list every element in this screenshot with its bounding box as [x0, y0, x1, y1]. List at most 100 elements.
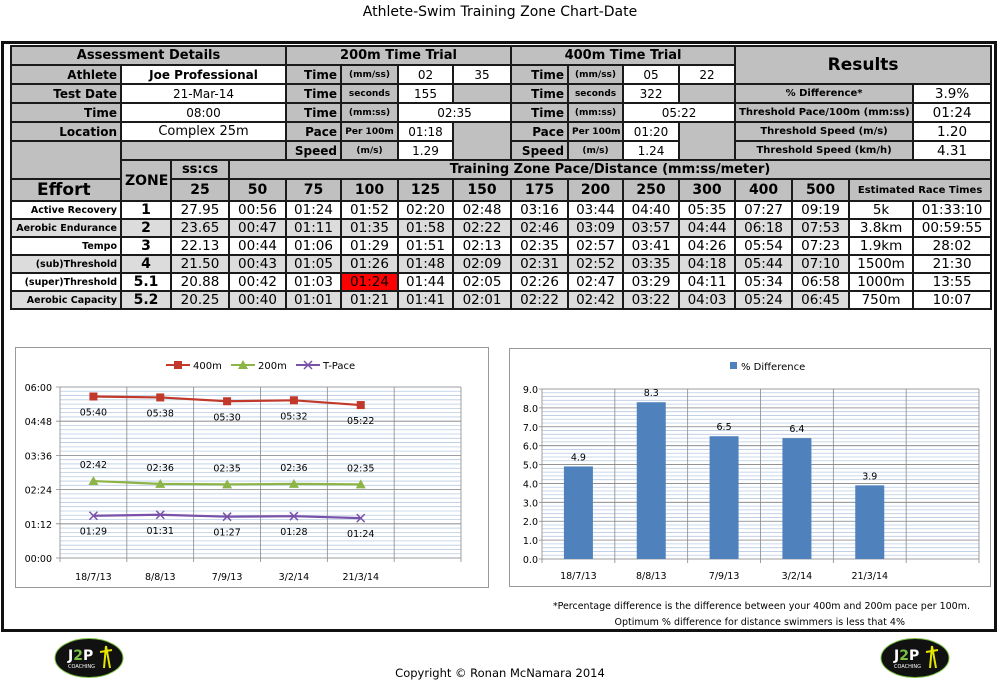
data-label: 02:36	[280, 463, 307, 474]
distance-header: 150	[451, 178, 513, 202]
t200-pace-label: Pace	[285, 121, 342, 142]
results-header: Results	[734, 45, 993, 85]
zone-row: Aerobic Capacity 5.2 20.25 00:40 01:01 01:21 0…	[10, 290, 993, 310]
zone-pace-cell: 04:11	[678, 272, 737, 292]
race-distance: 1500m	[848, 254, 915, 274]
zone-pace-cell: 21.50	[170, 254, 230, 274]
zone-pace-cell: 03:09	[567, 218, 625, 238]
y-tick-label: 2.0	[523, 517, 538, 528]
x-tick-label: 3/2/14	[279, 572, 310, 583]
x-tick-label: 21/3/14	[851, 571, 888, 582]
t200-seconds-part[interactable]: 35	[451, 64, 513, 85]
distance-header: 250	[622, 178, 681, 202]
zone-pace-cell: 02:46	[510, 218, 570, 238]
t400-pace: 01:20	[622, 121, 681, 142]
zone-pace-cell: 00:44	[228, 236, 287, 256]
zone-row: (super)Threshold 5.1 20.88 00:42 01:03 01:24 0…	[10, 272, 993, 292]
y-tick-label: 03:36	[25, 451, 52, 462]
zone-pace-cell: 01:24	[340, 272, 399, 292]
svg-text:J2P: J2P	[893, 648, 919, 664]
race-time: 28:02	[912, 236, 993, 256]
t200-minutes[interactable]: 02	[397, 64, 454, 85]
zone-pace-cell: 01:41	[397, 290, 454, 310]
effort-label: Active Recovery	[10, 200, 122, 220]
legend-swatch	[730, 362, 737, 369]
pace-distance-header: Training Zone Pace/Distance (mm:ss/meter…	[227, 159, 993, 180]
zone-header: ZONE	[120, 159, 172, 202]
y-tick-label: 00:00	[25, 554, 52, 565]
effort-header: Effort	[10, 178, 122, 202]
zone-pace-cell: 02:20	[397, 200, 454, 220]
zone-pace-cell: 03:16	[510, 200, 570, 220]
zone-pace-cell: 05:35	[678, 200, 737, 220]
distance-header: 50	[228, 178, 287, 202]
t200-unit: seconds	[340, 83, 399, 104]
zone-row: (sub)Threshold 4 21.50 00:43 01:05 01:26 01:48…	[10, 254, 993, 274]
race-time: 00:59:55	[912, 218, 993, 238]
x-marker	[222, 512, 232, 522]
t400-unit: (m/s)	[567, 140, 625, 161]
zone-pace-cell: 02:22	[451, 218, 513, 238]
zone-pace-cell: 20.88	[170, 272, 230, 292]
data-label: 05:38	[147, 408, 174, 419]
triangle-marker	[288, 478, 299, 488]
zone-number: 1	[120, 200, 172, 220]
zone-number: 5.2	[120, 290, 172, 310]
race-time: 21:30	[912, 254, 993, 274]
effort-label: (sub)Threshold	[10, 254, 122, 274]
legend-label: 200m	[258, 361, 287, 372]
trial400-header: 400m Time Trial	[510, 45, 737, 66]
square-marker	[223, 397, 232, 406]
bar	[782, 438, 812, 559]
zone-pace-cell: 02:01	[451, 290, 513, 310]
bar	[563, 466, 593, 559]
empty-cell	[120, 140, 287, 161]
zone-pace-cell: 01:52	[340, 200, 399, 220]
location-value[interactable]: Complex 25m	[120, 121, 287, 142]
test-date-label: Test Date	[10, 83, 122, 104]
zone-pace-cell: 05:44	[734, 254, 794, 274]
distance-header: 500	[791, 178, 851, 202]
race-distance: 3.8km	[848, 218, 915, 238]
distance-header: 200	[567, 178, 625, 202]
zone-row: Tempo 3 22.13 00:44 01:06 01:29 01:51 02:13 02:3…	[10, 236, 993, 256]
y-tick-label: 01:12	[25, 520, 52, 531]
athlete-value[interactable]: Joe Professional	[120, 64, 287, 85]
race-time: 01:33:10	[912, 200, 993, 220]
x-marker	[155, 510, 165, 520]
training-zone-table: Assessment Details 200m Time Trial 400m …	[10, 45, 993, 310]
x-marker	[88, 511, 98, 521]
svg-text:COACHING: COACHING	[894, 664, 921, 670]
zone-pace-cell: 00:56	[228, 200, 287, 220]
zone-number: 5.1	[120, 272, 172, 292]
t400-time-label: Time	[510, 102, 570, 123]
zone-pace-cell: 07:10	[791, 254, 851, 274]
x-marker	[303, 360, 313, 370]
time-value[interactable]: 08:00	[120, 102, 287, 123]
race-time: 13:55	[912, 272, 993, 292]
t200-unit: (mm:ss)	[340, 102, 399, 123]
zone-number: 4	[120, 254, 172, 274]
zone-pace-cell: 02:48	[451, 200, 513, 220]
distance-header: 175	[510, 178, 570, 202]
zone-pace-cell: 04:18	[678, 254, 737, 274]
legend-label: 400m	[193, 361, 222, 372]
t400-unit: (mm:ss)	[567, 102, 625, 123]
result-label: Threshold Speed (m/s)	[734, 121, 915, 142]
zone-pace-cell: 20.25	[170, 290, 230, 310]
t400-minutes[interactable]: 05	[622, 64, 681, 85]
x-tick-label: 7/9/13	[709, 571, 740, 582]
effort-label: Tempo	[10, 236, 122, 256]
effort-label: Aerobic Capacity	[10, 290, 122, 310]
t400-speed: 1.24	[622, 140, 681, 161]
zone-row: Active Recovery 1 27.95 00:56 01:24 01:52 02:2…	[10, 200, 993, 220]
test-date-value[interactable]: 21-Mar-14	[120, 83, 287, 104]
zone-pace-cell: 01:03	[285, 272, 342, 292]
t400-seconds-part[interactable]: 22	[678, 64, 737, 85]
footnote-percentage: *Percentage difference is the difference…	[552, 601, 970, 612]
zone-pace-cell: 07:23	[791, 236, 851, 256]
distance-header: 25	[170, 178, 230, 202]
zone-pace-cell: 01:11	[285, 218, 342, 238]
t400-unit: Per 100m	[567, 121, 625, 142]
zone-pace-cell: 01:51	[397, 236, 454, 256]
